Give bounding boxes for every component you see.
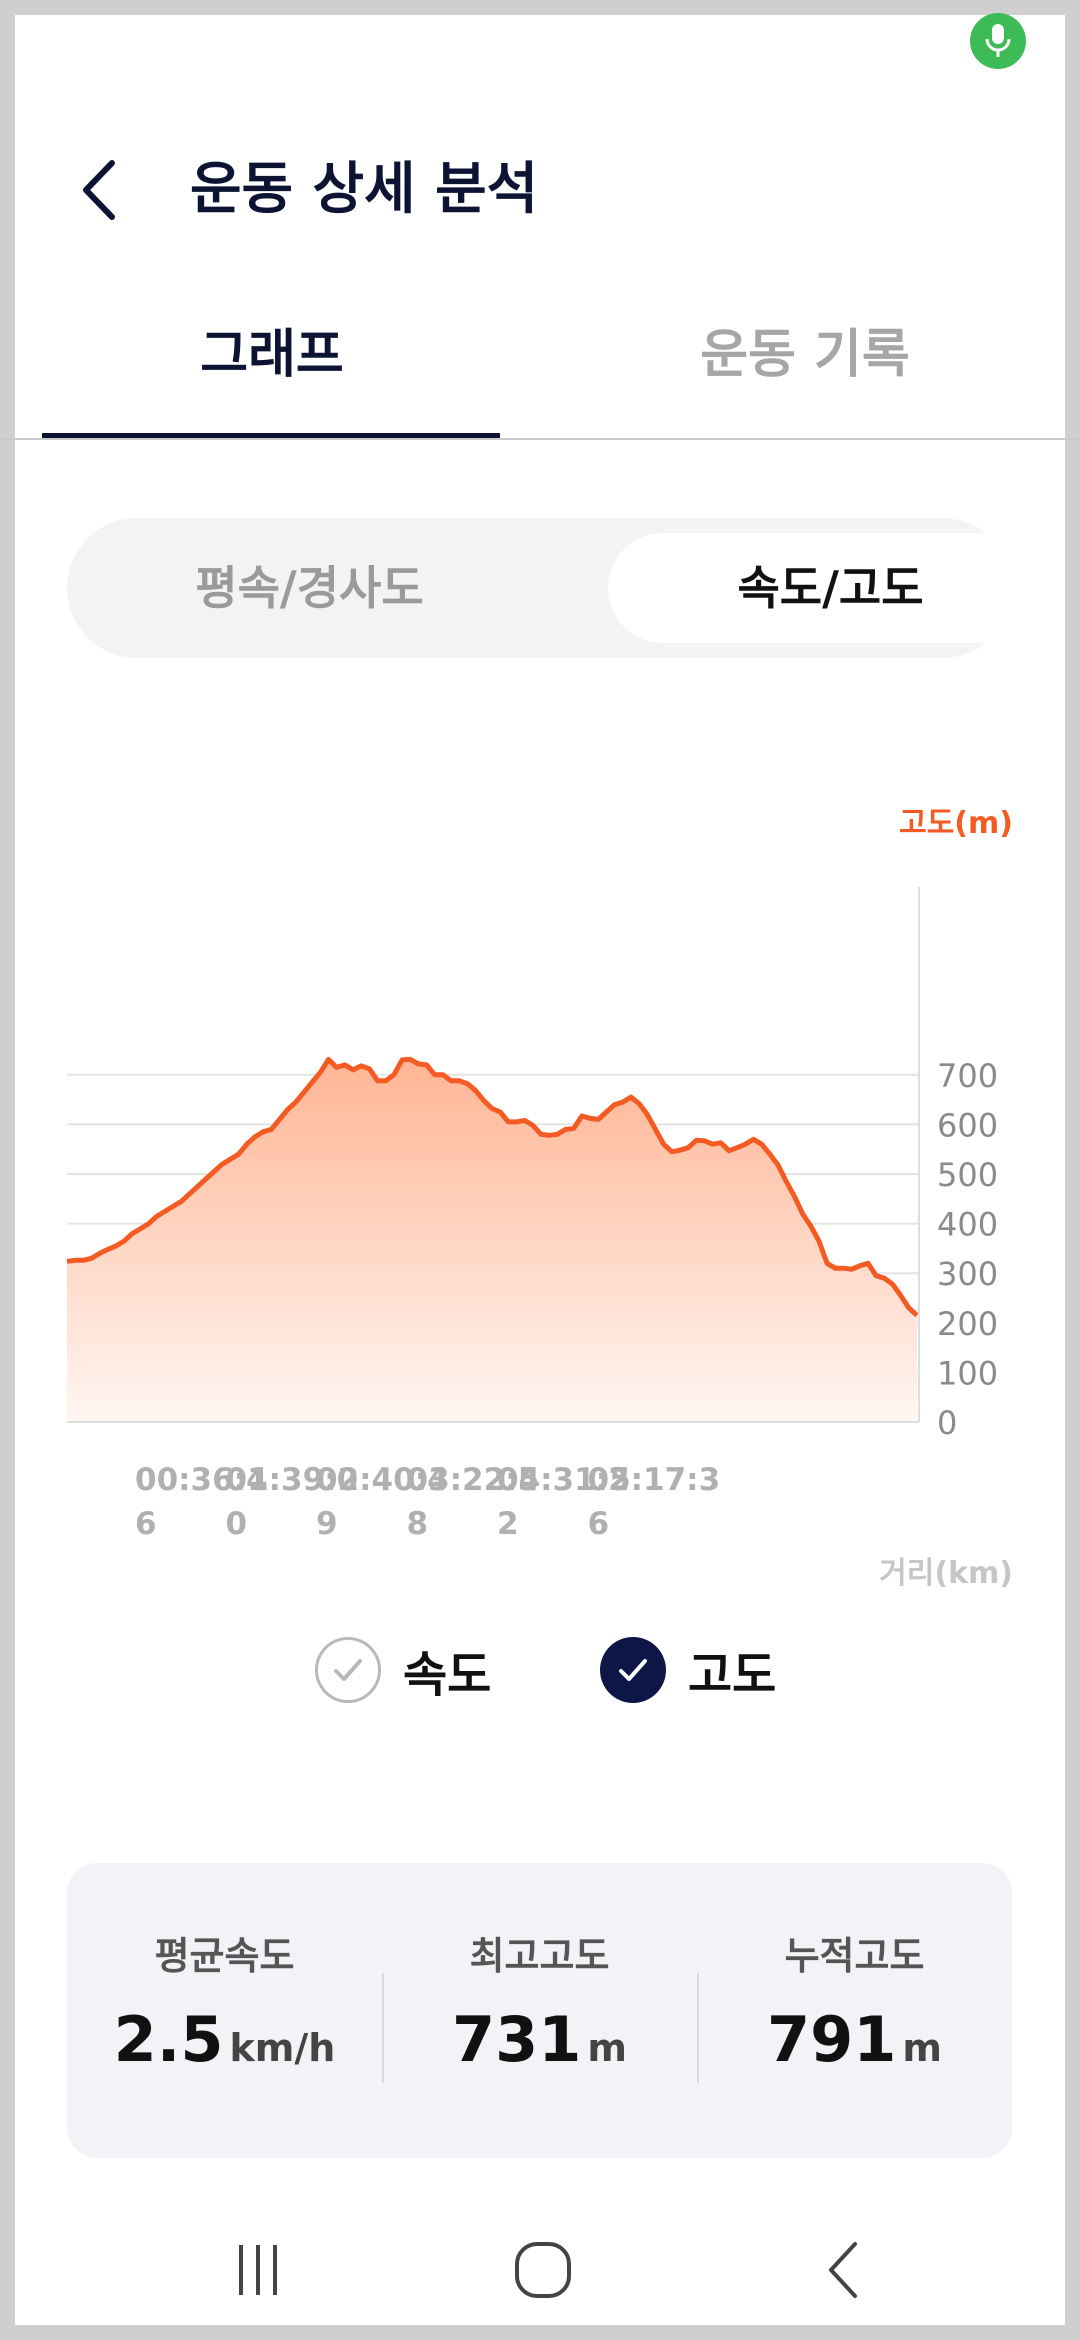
back-arrow-icon	[829, 2242, 857, 2298]
stat-label: 누적고도	[784, 1934, 925, 1978]
page-title: 운동 상세 분석	[190, 157, 539, 222]
x-tick-label: 05:17:3	[588, 1462, 721, 1498]
tab-bar: 그래프 운동 기록	[0, 305, 1080, 455]
x-tick-label: 03:22:5	[407, 1462, 540, 1498]
system-back-button[interactable]	[793, 2230, 893, 2310]
altitude-chart: 700 600 500 400 300 200 100 0 00:36:4 6 01:39:0 0 0…	[15, 785, 1065, 1615]
legend-speed-toggle[interactable]: 속도	[315, 1635, 491, 1705]
y-tick-label: 500	[937, 1156, 998, 1194]
y-tick-label: 200	[937, 1305, 998, 1343]
x-tick-label-line2: 2	[497, 1506, 519, 1542]
stat-value: 2.5	[113, 2003, 224, 2076]
segment-avg-speed-slope[interactable]: 평속/경사도	[195, 561, 424, 615]
altitude-chart-svg: 700 600 500 400 300 200 100 0 00:36:4 6 01:39:0 0 0…	[66, 806, 1013, 1591]
legend-altitude-toggle[interactable]: 고도	[600, 1635, 776, 1705]
chart-legend: 속도 고도	[15, 1635, 1065, 1735]
stat-cumulative-altitude: 누적고도 791 m	[697, 1863, 1012, 2158]
summary-stats-card: 평균속도 2.5 km/h 최고고도 731 m 누적고도 791 m	[67, 1863, 1012, 2158]
stat-unit: m	[587, 2026, 628, 2070]
legend-speed-label: 속도	[403, 1647, 492, 1703]
y-tick-label: 100	[937, 1354, 998, 1392]
speed-checkbox[interactable]	[315, 1637, 381, 1703]
x-axis-label: 거리(km)	[879, 1556, 1013, 1591]
legend-altitude-label: 고도	[688, 1647, 777, 1703]
stat-divider	[382, 1973, 384, 2083]
system-navigation-bar	[15, 2220, 1065, 2325]
app-header: 운동 상세 분석	[15, 125, 1065, 255]
altitude-line	[66, 1056, 919, 1318]
segment-speed-altitude[interactable]: 속도/고도	[608, 533, 1053, 643]
chevron-left-icon	[83, 160, 115, 220]
stat-label: 최고고도	[469, 1934, 610, 1978]
stat-max-altitude: 최고고도 731 m	[382, 1863, 697, 2158]
y-tick-label: 600	[937, 1106, 998, 1144]
stat-label: 평균속도	[154, 1934, 295, 1978]
tab-divider	[0, 438, 1080, 440]
x-tick-label: 01:39:0	[226, 1462, 359, 1498]
x-tick-label-line2: 6	[588, 1506, 610, 1542]
y-tick-label: 300	[937, 1255, 998, 1293]
stat-value: 791	[766, 2003, 897, 2076]
stat-divider	[697, 1973, 699, 2083]
x-tick-label: 00:36:4	[135, 1462, 268, 1498]
x-tick-label-line2: 6	[135, 1506, 157, 1542]
x-tick-label-line2: 8	[407, 1506, 429, 1542]
x-tick-label: 04:31:2	[497, 1462, 630, 1498]
y-tick-label: 700	[937, 1057, 998, 1095]
x-tick-label: 02:40:4	[316, 1462, 449, 1498]
chart-mode-toggle: 평속/경사도 속도/고도	[67, 518, 1053, 658]
microphone-indicator-icon	[970, 13, 1026, 69]
check-icon	[619, 1659, 647, 1681]
check-icon	[334, 1659, 362, 1681]
y-axis-label: 고도(m)	[899, 806, 1013, 841]
stat-unit: km/h	[229, 2026, 336, 2070]
x-tick-label-line2: 9	[316, 1506, 338, 1542]
altitude-area	[67, 1059, 917, 1422]
stat-unit: m	[902, 2026, 943, 2070]
home-button[interactable]	[493, 2230, 593, 2310]
altitude-checkbox[interactable]	[600, 1637, 666, 1703]
tab-workout-record[interactable]: 운동 기록	[700, 325, 910, 385]
active-tab-indicator	[42, 433, 500, 439]
home-icon	[515, 2242, 571, 2298]
stat-avg-speed: 평균속도 2.5 km/h	[67, 1863, 382, 2158]
y-tick-label: 400	[937, 1206, 998, 1244]
back-button[interactable]	[70, 155, 140, 225]
x-tick-label-line2: 0	[226, 1506, 248, 1542]
stat-value: 731	[451, 2003, 582, 2076]
screen: 운동 상세 분석 그래프 운동 기록 평속/경사도 속도/고도 700 600 50…	[0, 13, 1080, 2325]
recent-apps-button[interactable]	[208, 2230, 308, 2310]
recent-apps-icon	[239, 2245, 277, 2295]
tab-graph[interactable]: 그래프	[200, 325, 344, 385]
y-tick-label: 0	[937, 1404, 957, 1442]
